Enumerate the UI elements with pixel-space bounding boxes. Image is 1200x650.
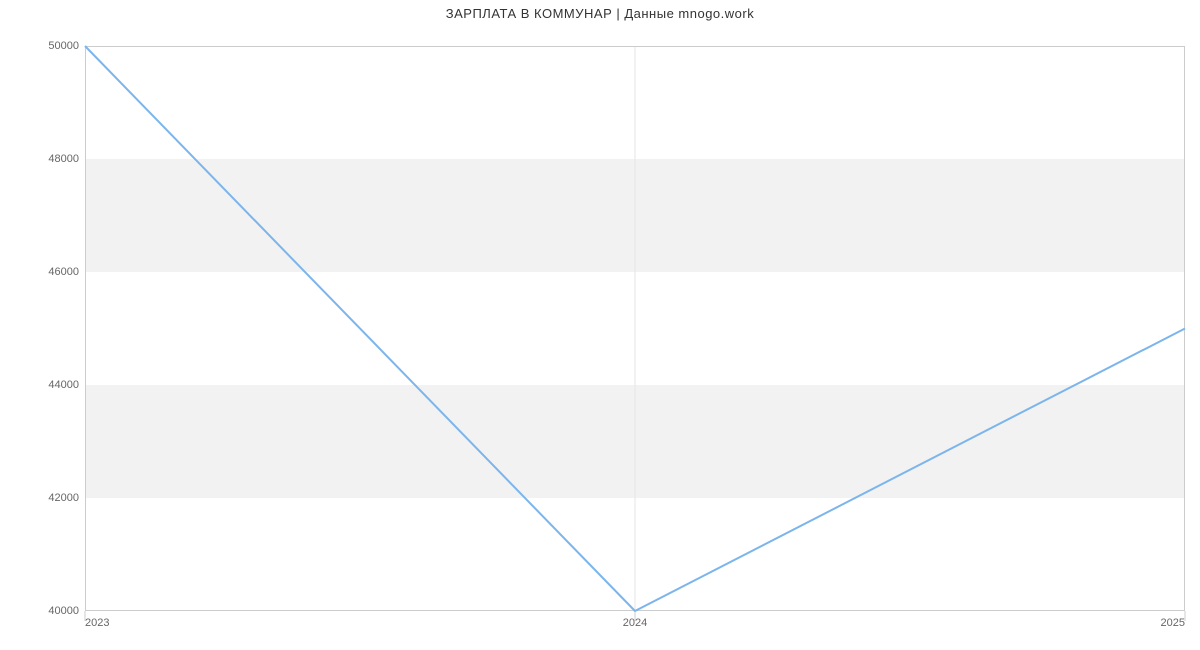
chart-title: ЗАРПЛАТА В КОММУНАР | Данные mnogo.work	[0, 6, 1200, 21]
y-tick-label: 44000	[48, 379, 79, 391]
y-tick-label: 46000	[48, 266, 79, 278]
x-tick-label: 2025	[1161, 617, 1185, 629]
x-tick-label: 2023	[85, 617, 109, 629]
chart-svg	[85, 46, 1185, 611]
y-tick-label: 42000	[48, 492, 79, 504]
y-tick-label: 40000	[48, 605, 79, 617]
plot-area: 4000042000440004600048000500002023202420…	[85, 46, 1185, 611]
y-tick-label: 48000	[48, 153, 79, 165]
x-tick-label: 2024	[623, 617, 647, 629]
chart-container: ЗАРПЛАТА В КОММУНАР | Данные mnogo.work …	[0, 0, 1200, 650]
y-tick-label: 50000	[48, 40, 79, 52]
